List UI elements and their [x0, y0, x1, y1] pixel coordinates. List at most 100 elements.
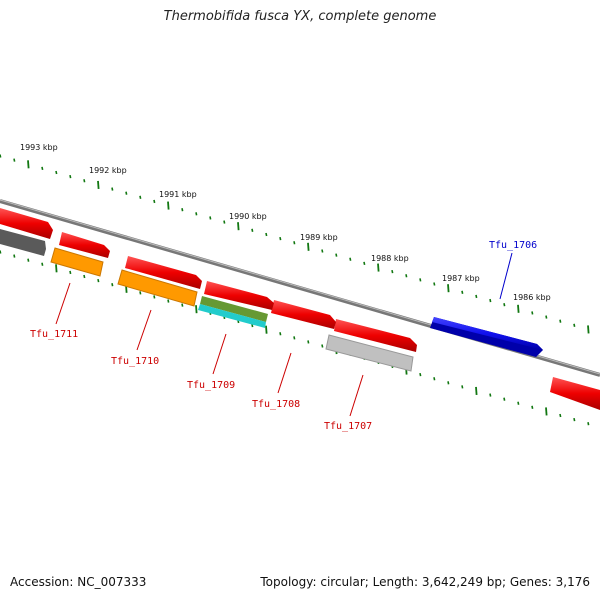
gene-tfu-1710-forward[interactable]: [125, 256, 202, 289]
minor-tick: [587, 422, 590, 426]
minor-tick: [125, 191, 128, 195]
minor-tick: [55, 170, 58, 175]
gene-dark-left[interactable]: [0, 229, 46, 256]
minor-tick: [517, 401, 520, 405]
minor-tick: [153, 199, 156, 204]
gene-tfu-1707-forward[interactable]: [334, 319, 417, 352]
major-tick: [237, 222, 240, 231]
minor-tick: [0, 250, 2, 254]
minor-tick: [363, 261, 366, 266]
tick-labels: 1993 kbp 1992 kbp 1991 kbp 1990 kbp 1989…: [20, 143, 551, 302]
major-tick: [545, 407, 548, 416]
minor-tick: [97, 278, 100, 283]
major-tick: [55, 264, 58, 273]
major-tick: [377, 263, 380, 272]
gene-right-edge[interactable]: [550, 377, 600, 410]
minor-tick: [461, 385, 464, 389]
tick-label-1990: 1990 kbp: [229, 212, 267, 221]
tick-label-1988: 1988 kbp: [371, 254, 409, 263]
tick-label-1989: 1989 kbp: [300, 233, 338, 242]
minor-tick: [419, 278, 422, 282]
minor-tick: [461, 290, 464, 294]
major-tick: [447, 284, 450, 293]
gene-label[interactable]: Tfu_1709: [187, 380, 235, 391]
minor-tick: [181, 208, 184, 212]
gene-tfu-1709-forward[interactable]: [204, 281, 274, 310]
minor-tick: [293, 336, 296, 340]
minor-tick: [83, 274, 86, 279]
major-tick: [587, 325, 590, 334]
major-tick: [307, 242, 310, 251]
minor-tick: [293, 241, 296, 245]
minor-tick: [223, 220, 226, 224]
gene-label[interactable]: Tfu_1710: [111, 356, 159, 367]
gene-labels: Tfu_1711 Tfu_1710 Tfu_1709 Tfu_1708 Tfu_…: [30, 240, 537, 432]
major-tick: [265, 325, 268, 334]
minor-tick: [573, 417, 576, 422]
minor-tick: [153, 295, 156, 299]
minor-tick: [251, 228, 254, 232]
minor-tick: [559, 319, 562, 323]
tick-label-1986: 1986 kbp: [513, 293, 551, 302]
minor-tick: [307, 340, 310, 344]
minor-tick: [475, 294, 478, 299]
genome-summary: Topology: circular; Length: 3,642,249 bp…: [260, 575, 590, 589]
minor-tick: [13, 158, 16, 162]
minor-tick: [251, 323, 254, 328]
minor-tick: [139, 291, 142, 295]
minor-tick: [391, 269, 394, 274]
minor-tick: [573, 323, 576, 327]
major-tick: [27, 160, 30, 169]
label-leader-lines: [55, 252, 513, 417]
tick-label-1987: 1987 kbp: [442, 274, 480, 283]
gene-orange-small[interactable]: [50, 247, 104, 277]
major-tick: [475, 386, 478, 396]
gene-olive[interactable]: [200, 296, 268, 322]
minor-tick: [139, 195, 142, 199]
minor-tick: [195, 212, 198, 216]
major-tick: [517, 304, 520, 313]
accession-label: Accession: NC_007333: [10, 575, 147, 589]
major-tick: [97, 180, 100, 189]
minor-tick: [531, 405, 534, 410]
minor-tick: [111, 283, 114, 287]
minor-tick: [489, 393, 492, 397]
gene-orange-large[interactable]: [117, 269, 198, 307]
gene-label[interactable]: Tfu_1711: [30, 329, 78, 340]
gene-label[interactable]: Tfu_1706: [489, 240, 537, 251]
minor-tick: [545, 315, 548, 319]
minor-tick: [433, 377, 436, 381]
gene-label[interactable]: Tfu_1707: [324, 421, 372, 432]
minor-tick: [335, 253, 338, 257]
gene-left-edge[interactable]: [0, 208, 53, 239]
minor-tick: [111, 187, 114, 191]
minor-tick: [447, 381, 450, 385]
minor-tick: [13, 254, 16, 258]
minor-tick: [69, 270, 72, 275]
gene-tfu-1708[interactable]: [271, 300, 336, 329]
tick-label-1992: 1992 kbp: [89, 166, 127, 175]
minor-tick: [83, 179, 86, 183]
gene-gray[interactable]: [325, 334, 414, 372]
gene-cyan[interactable]: [198, 304, 266, 328]
minor-tick: [503, 397, 506, 401]
tick-label-1993: 1993 kbp: [20, 143, 58, 152]
minor-tick: [503, 303, 506, 307]
minor-tick: [279, 332, 282, 336]
tick-label-1991: 1991 kbp: [159, 190, 197, 199]
gene-tfu-1706[interactable]: [430, 317, 543, 357]
minor-tick: [405, 274, 408, 278]
minor-tick: [41, 166, 44, 171]
outer-tick-ring: [0, 154, 590, 334]
minor-tick: [321, 249, 324, 253]
minor-tick: [349, 257, 352, 261]
gene-tfu-1711-forward[interactable]: [59, 232, 110, 258]
minor-tick: [209, 216, 212, 220]
minor-tick: [433, 282, 436, 286]
minor-tick: [321, 344, 324, 348]
major-tick: [195, 305, 198, 314]
minor-tick: [167, 299, 170, 303]
minor-tick: [0, 154, 2, 158]
gene-label[interactable]: Tfu_1708: [252, 399, 300, 410]
minor-tick: [181, 303, 184, 307]
